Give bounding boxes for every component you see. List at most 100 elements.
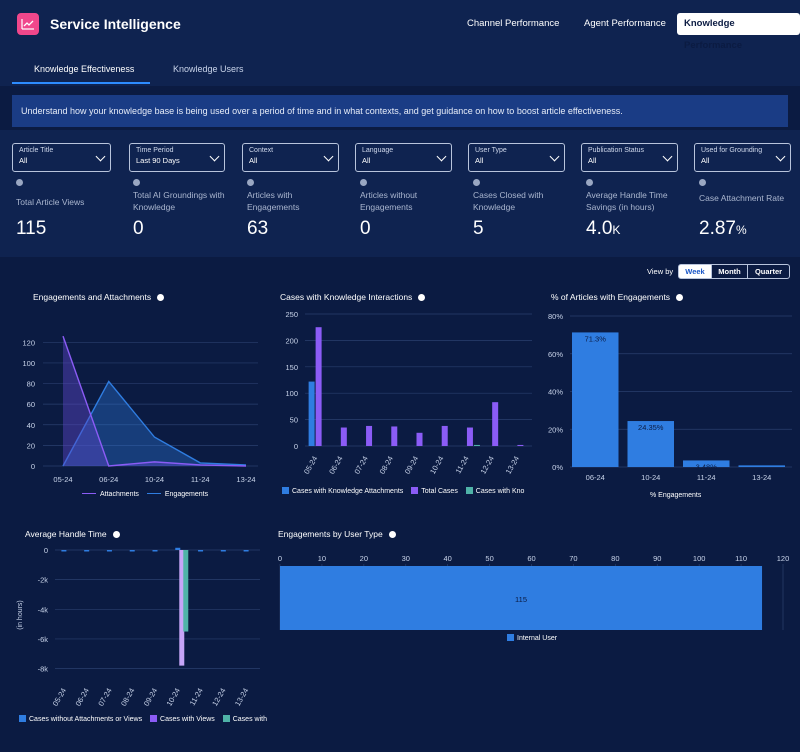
y-tick-label: 0 bbox=[31, 462, 35, 471]
x-tick-label: 60 bbox=[527, 554, 535, 563]
filter-article-title[interactable]: Article Title All bbox=[12, 143, 111, 172]
x-tick-label: 11-24 bbox=[697, 473, 716, 482]
view-by-quarter-button[interactable]: Quarter bbox=[747, 264, 790, 279]
legend-label: Cases with Kno bbox=[475, 488, 525, 495]
filter-context[interactable]: Context All bbox=[242, 143, 339, 172]
filter-used-for-grounding[interactable]: Used for Grounding All bbox=[694, 143, 791, 172]
kpi-label-cases-closed-with-knowledge: Cases Closed with Knowledge bbox=[473, 190, 544, 212]
pct-articles-chart[interactable]: 0% 20% 40% 60% 80% 71.3% 06-24 24.35% 10-24 3.48%… bbox=[535, 300, 800, 510]
x-tick-label: 08-24 bbox=[378, 455, 395, 476]
chart-title-text: Engagements by User Type bbox=[278, 529, 383, 539]
bar bbox=[366, 425, 373, 446]
x-tick-label: 11-24 bbox=[191, 475, 210, 484]
x-tick-label: 13-24 bbox=[752, 473, 771, 482]
legend-item-cases-with[interactable]: Cases with bbox=[222, 715, 267, 723]
info-icon[interactable] bbox=[133, 179, 140, 186]
legend-item-cases-without-attachments[interactable]: Cases without Attachments or Views bbox=[19, 715, 142, 723]
x-tick-label: 09-24 bbox=[142, 687, 159, 708]
filter-value: Last 90 Days bbox=[136, 156, 180, 165]
legend-swatch bbox=[82, 493, 96, 494]
y-tick-label: 40% bbox=[548, 388, 563, 397]
cases-chart-legend: Cases with Knowledge Attachments Total C… bbox=[282, 487, 528, 495]
nav-channel-performance[interactable]: Channel Performance bbox=[467, 18, 560, 29]
info-icon[interactable] bbox=[247, 179, 254, 186]
pct-chart-xlabel: % Engagements bbox=[650, 492, 702, 499]
data-label: 115 bbox=[515, 595, 527, 604]
info-icon[interactable] bbox=[699, 179, 706, 186]
legend-item-total-cases[interactable]: Total Cases bbox=[411, 487, 458, 495]
x-tick-label: 100 bbox=[693, 554, 706, 563]
x-tick-label: 12-24 bbox=[210, 687, 227, 708]
view-by-label: View by bbox=[647, 267, 674, 276]
info-icon[interactable] bbox=[16, 179, 23, 186]
x-tick-label: 05-24 bbox=[53, 475, 72, 484]
legend-item-engagements[interactable]: Engagements bbox=[146, 491, 208, 498]
x-tick-label: 13-24 bbox=[504, 455, 521, 476]
x-tick-label: 05-24 bbox=[51, 687, 68, 708]
kpi-value-total-article-views: 115 bbox=[16, 218, 46, 240]
filter-language[interactable]: Language All bbox=[355, 143, 452, 172]
legend-item-cases-with-kno[interactable]: Cases with Kno bbox=[465, 487, 525, 495]
app-title: Service Intelligence bbox=[50, 16, 181, 32]
by-user-type-chart[interactable]: 0 10 20 30 40 50 60 70 80 90 100 110 120 115 bbox=[270, 550, 800, 640]
info-icon[interactable] bbox=[676, 294, 684, 302]
info-icon[interactable] bbox=[360, 179, 367, 186]
y-tick-label: -6k bbox=[38, 635, 49, 644]
info-icon[interactable] bbox=[112, 531, 120, 539]
x-tick-label: 0 bbox=[278, 554, 282, 563]
bar bbox=[738, 465, 785, 467]
chart-title-handle-time: Average Handle Time bbox=[25, 529, 120, 539]
chart-title-text: Average Handle Time bbox=[25, 529, 107, 539]
legend-item-internal-user[interactable]: Internal User bbox=[507, 634, 557, 642]
view-by-month-button[interactable]: Month bbox=[711, 264, 748, 279]
y-tick-label: -2k bbox=[38, 576, 49, 585]
kpi-label-total-ai-groundings: Total AI Groundings with Knowledge bbox=[133, 190, 225, 212]
info-icon[interactable] bbox=[388, 531, 396, 539]
filter-label: Article Title bbox=[19, 147, 54, 154]
x-tick-label: 13-24 bbox=[236, 475, 255, 484]
kpi-label-average-handle-time-savings: Average Handle Time Savings (in hours) bbox=[586, 190, 668, 212]
view-by-week-button[interactable]: Week bbox=[678, 264, 712, 279]
filter-time-period[interactable]: Time Period Last 90 Days bbox=[129, 143, 225, 172]
chart-title-engagements-attachments: Engagements and Attachments bbox=[33, 292, 165, 302]
info-icon[interactable] bbox=[157, 294, 165, 302]
kpi-value-articles-with-engagements: 63 bbox=[247, 218, 268, 240]
bar bbox=[315, 327, 322, 446]
engagements-attachments-chart[interactable]: 0 20 40 60 80 100 120 05-24 06-24 10-24 11-24 13-24 bbox=[0, 300, 270, 500]
x-tick-label: 06-24 bbox=[327, 455, 344, 476]
cases-knowledge-chart[interactable]: 0 50 100 150 200 250 05-24 06-24 07-24 08-24 09-24… bbox=[270, 300, 540, 500]
info-icon[interactable] bbox=[418, 294, 426, 302]
tab-knowledge-effectiveness[interactable]: Knowledge Effectiveness bbox=[34, 64, 135, 74]
bar-internal-user bbox=[280, 566, 763, 630]
filter-user-type[interactable]: User Type All bbox=[468, 143, 565, 172]
bar bbox=[492, 402, 499, 446]
x-tick-label: 07-24 bbox=[352, 455, 369, 476]
bar bbox=[175, 547, 181, 550]
chart-title-pct-articles: % of Articles with Engagements bbox=[551, 292, 684, 302]
nav-knowledge-performance[interactable]: Knowledge Performance bbox=[677, 13, 800, 51]
engagements-chart-legend: Attachments Engagements bbox=[82, 491, 214, 498]
x-tick-label: 06-24 bbox=[586, 473, 605, 482]
kpi-number: 4.0 bbox=[586, 218, 613, 239]
tab-knowledge-users[interactable]: Knowledge Users bbox=[173, 64, 244, 74]
user-type-chart-legend: Internal User bbox=[507, 634, 563, 642]
filter-publication-status[interactable]: Publication Status All bbox=[581, 143, 678, 172]
legend-item-attachments[interactable]: Attachments bbox=[82, 491, 139, 498]
legend-item-cases-with-knowledge-attachments[interactable]: Cases with Knowledge Attachments bbox=[282, 487, 403, 495]
x-tick-label: 50 bbox=[485, 554, 493, 563]
x-tick-label: 05-24 bbox=[302, 455, 319, 476]
handle-time-chart[interactable]: 0 -2k -4k -6k -8k (in hours) 05-24 06-24 07-24 08… bbox=[0, 540, 270, 715]
y-tick-label: 80 bbox=[27, 380, 35, 389]
kpi-value-articles-without-engagements: 0 bbox=[360, 218, 371, 240]
chart-title-text: Cases with Knowledge Interactions bbox=[280, 292, 413, 302]
legend-item-cases-with-views[interactable]: Cases with Views bbox=[150, 715, 215, 723]
bar bbox=[391, 426, 398, 446]
info-icon[interactable] bbox=[586, 179, 593, 186]
bar bbox=[340, 427, 347, 446]
legend-swatch bbox=[222, 715, 230, 722]
nav-agent-performance[interactable]: Agent Performance bbox=[584, 18, 666, 29]
x-tick-label: 10-24 bbox=[641, 473, 660, 482]
info-icon[interactable] bbox=[473, 179, 480, 186]
data-label: 0.87% bbox=[751, 467, 773, 476]
x-tick-label: 10 bbox=[318, 554, 326, 563]
